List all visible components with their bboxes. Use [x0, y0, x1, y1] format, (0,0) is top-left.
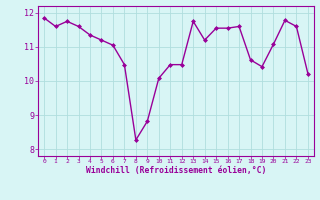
X-axis label: Windchill (Refroidissement éolien,°C): Windchill (Refroidissement éolien,°C): [86, 166, 266, 175]
